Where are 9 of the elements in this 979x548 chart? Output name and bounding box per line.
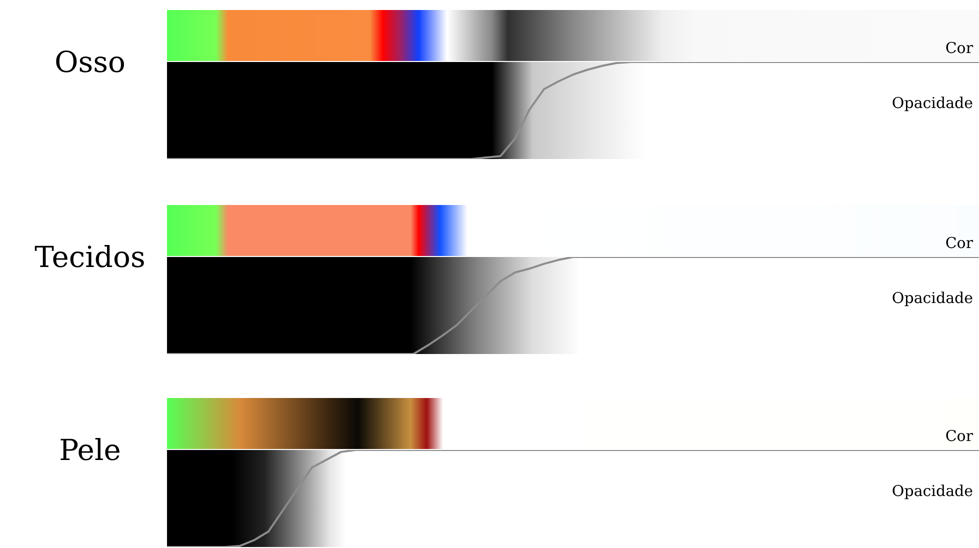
chart-title: Osso [54,45,126,79]
text: Cor [945,234,973,252]
annotation: Opacidade [892,482,973,500]
annotation: Opacidade [892,94,973,112]
chart-title: Tecidos [34,240,146,274]
text: Cor [945,39,973,57]
chart-title: Pele [58,433,122,467]
text: Cor [945,427,973,445]
annotation: Opacidade [892,289,973,307]
